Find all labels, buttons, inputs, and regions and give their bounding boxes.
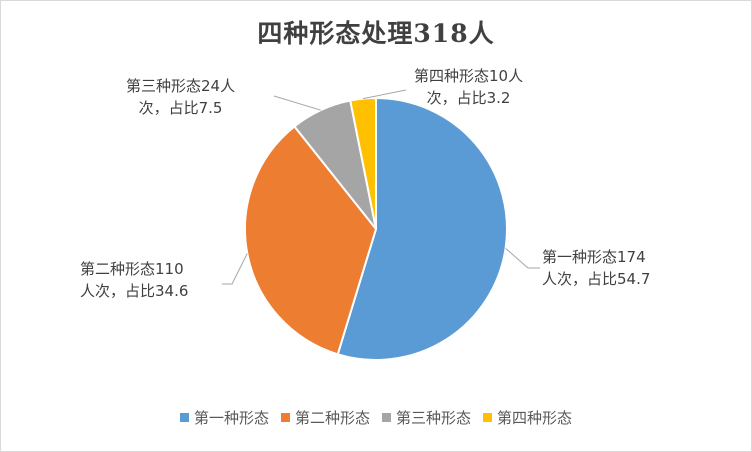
data-label-fourth-line1: 第四种形态10人 bbox=[414, 67, 524, 85]
data-label-second-line1: 第二种形态110 bbox=[80, 260, 184, 278]
legend-label-third: 第三种形态 bbox=[396, 409, 472, 427]
legend: 第一种形态 第二种形态 第三种形态 第四种形态 bbox=[0, 407, 752, 428]
leader-line-second bbox=[222, 253, 248, 285]
legend-item-third: 第三种形态 bbox=[382, 407, 471, 428]
leader-line-first bbox=[505, 247, 540, 269]
legend-swatch-first bbox=[179, 413, 189, 422]
data-label-second-line2: 人次，占比34.6 bbox=[80, 282, 189, 300]
leader-line-fourth bbox=[362, 89, 407, 100]
legend-item-second: 第二种形态 bbox=[280, 407, 370, 428]
legend-swatch-fourth bbox=[483, 413, 493, 422]
legend-item-fourth: 第四种形态 bbox=[483, 407, 572, 428]
data-label-fourth: 第四种形态10人 次，占比3.2 bbox=[414, 65, 523, 109]
legend-label-first: 第一种形态 bbox=[193, 409, 269, 427]
chart-title: 四种形态处理318人 bbox=[257, 19, 495, 48]
data-label-second: 第二种形态110 人次，占比34.6 bbox=[80, 258, 188, 302]
data-label-third-line2: 次，占比7.5 bbox=[138, 99, 223, 117]
data-label-third: 第三种形态24人 次，占比7.5 bbox=[126, 75, 235, 119]
legend-swatch-third bbox=[382, 413, 391, 422]
leader-line-third bbox=[273, 95, 321, 111]
legend-label-fourth: 第四种形态 bbox=[497, 409, 573, 427]
data-label-first: 第一种形态174 人次，占比54.7 bbox=[542, 246, 650, 290]
legend-item-first: 第一种形态 bbox=[179, 407, 269, 428]
legend-label-second: 第二种形态 bbox=[294, 409, 370, 427]
data-label-first-line2: 人次，占比54.7 bbox=[542, 270, 651, 288]
data-label-first-line1: 第一种形态174 bbox=[542, 248, 646, 266]
data-label-third-line1: 第三种形态24人 bbox=[126, 77, 236, 95]
data-label-fourth-line2: 次，占比3.2 bbox=[426, 89, 511, 107]
pie-slice-first bbox=[336, 96, 508, 361]
legend-swatch-second bbox=[280, 413, 290, 422]
